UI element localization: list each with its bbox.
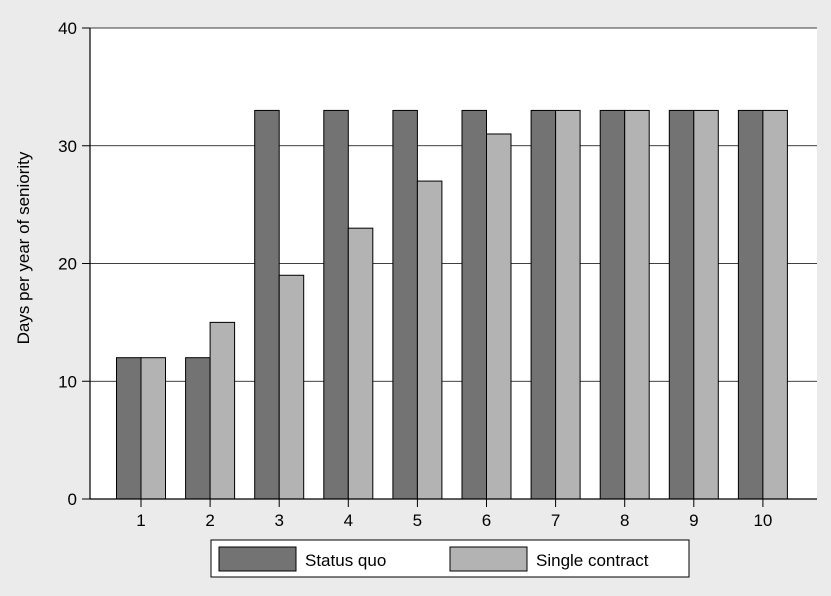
bar-status-quo-10: [737, 109, 764, 500]
bar-single-contract-4: [347, 227, 374, 500]
bar-single-contract-5: [416, 180, 443, 500]
x-tick-label: 2: [205, 511, 214, 530]
bar-status-quo-8: [599, 109, 626, 500]
legend-label-single-contract: Single contract: [536, 551, 649, 570]
bar-single-contract-2: [209, 321, 236, 500]
bar-status-quo-4: [323, 109, 349, 500]
y-tick-label: 20: [58, 255, 77, 274]
bar-single-contract-7: [555, 109, 581, 500]
x-tick-label: 7: [551, 511, 560, 530]
y-tick-label: 30: [58, 137, 77, 156]
y-axis-ticks: 0 10 20 30 40: [58, 19, 90, 509]
legend-label-status-quo: Status quo: [305, 551, 386, 570]
bars: [116, 109, 788, 500]
legend-swatch-status-quo: [218, 546, 297, 572]
bar-status-quo-2: [185, 357, 211, 500]
y-tick-label: 10: [58, 372, 77, 391]
x-tick-label: 3: [274, 511, 283, 530]
bar-single-contract-6: [486, 133, 512, 500]
legend: Status quo Single contract: [210, 539, 690, 578]
x-tick-label: 10: [753, 511, 772, 530]
x-tick-label: 4: [344, 511, 353, 530]
x-tick-label: 1: [136, 511, 145, 530]
legend-swatch-single-contract: [449, 546, 528, 572]
bar-single-contract-9: [693, 109, 719, 500]
bar-single-contract-1: [140, 357, 166, 500]
bar-status-quo-3: [254, 109, 280, 500]
bar-single-contract-10: [762, 109, 788, 500]
x-axis-ticks: 1 2 3 4 5 6 7 8 9 10: [136, 499, 772, 530]
x-tick-label: 8: [620, 511, 629, 530]
x-tick-label: 5: [413, 511, 422, 530]
bar-status-quo-6: [461, 109, 487, 500]
y-axis-title: Days per year of seniority: [14, 151, 33, 344]
bar-status-quo-1: [116, 357, 142, 500]
bar-status-quo-7: [530, 109, 557, 500]
bar-status-quo-5: [392, 109, 418, 500]
bar-single-contract-8: [624, 109, 650, 500]
bar-single-contract-3: [278, 274, 305, 500]
y-tick-label: 40: [58, 19, 77, 38]
x-tick-label: 9: [689, 511, 698, 530]
bar-status-quo-9: [668, 109, 695, 500]
y-tick-label: 0: [68, 490, 77, 509]
x-tick-label: 6: [482, 511, 491, 530]
